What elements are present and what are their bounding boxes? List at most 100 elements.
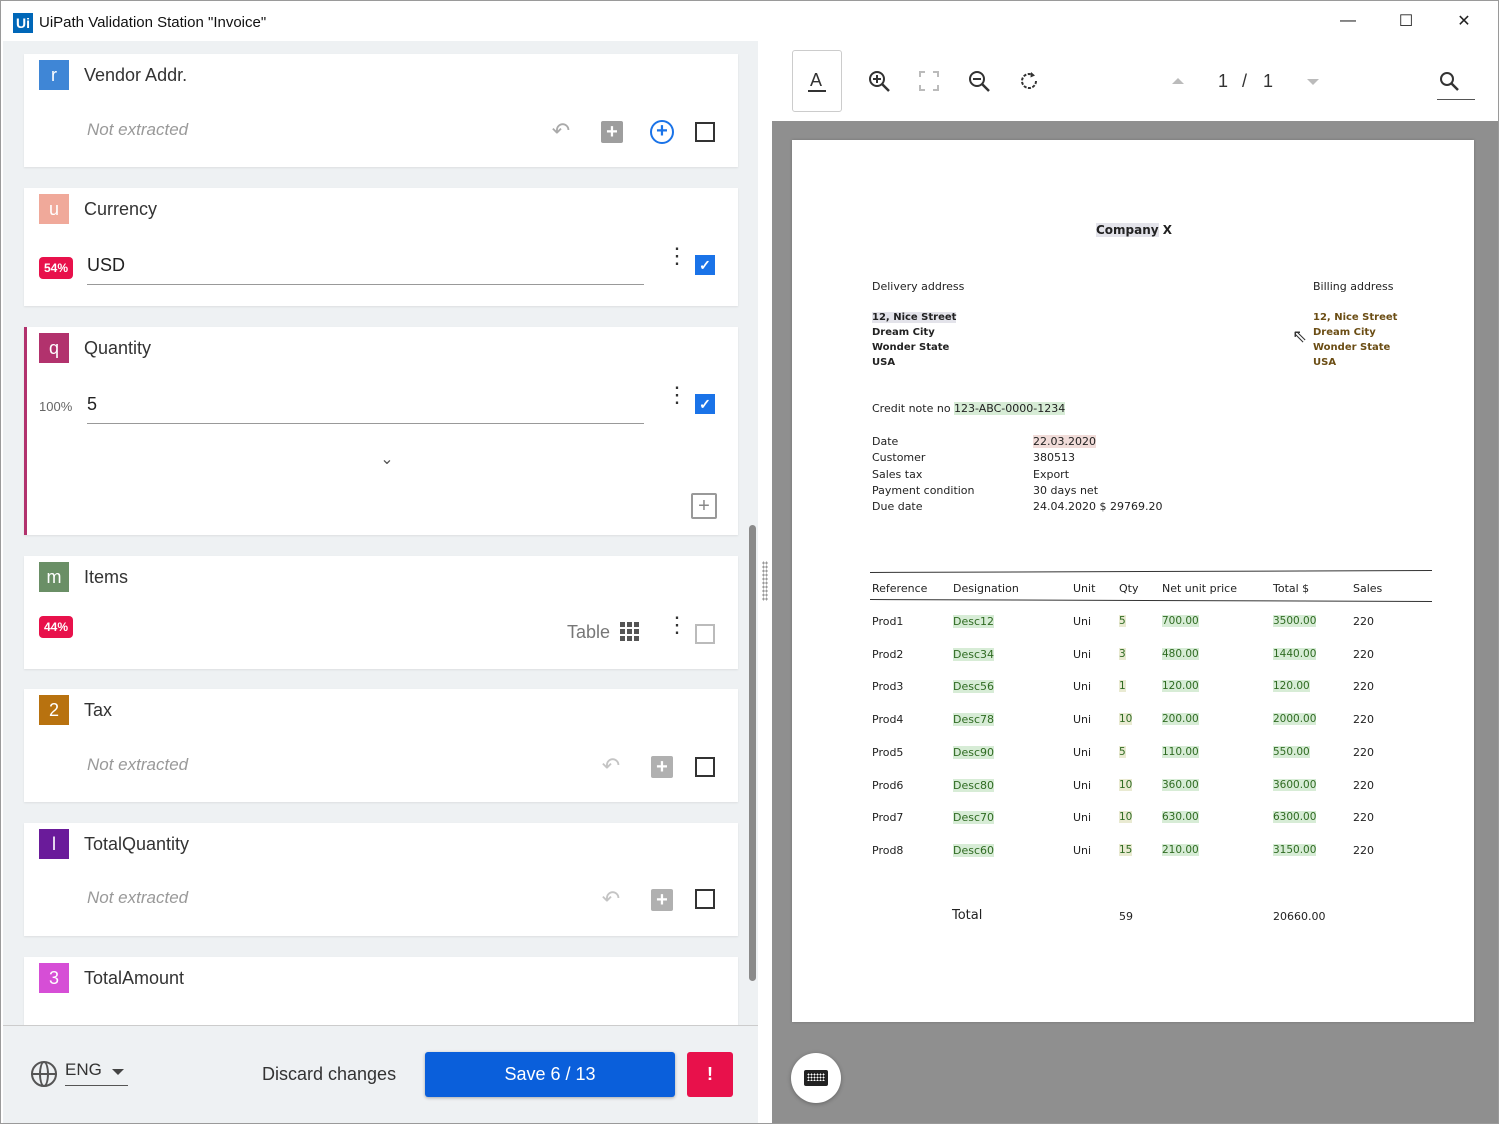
table-cell: 210.00 bbox=[1162, 843, 1199, 856]
table-cell: Uni bbox=[1073, 713, 1092, 727]
rotate-button[interactable] bbox=[1004, 50, 1054, 112]
table-cell: 15 bbox=[1119, 843, 1133, 856]
table-cell: Prod1 bbox=[872, 615, 904, 628]
add-value-icon[interactable]: + bbox=[650, 888, 674, 912]
keyboard-shortcuts-button[interactable] bbox=[791, 1053, 841, 1103]
confirm-checkbox[interactable]: ✓ bbox=[695, 394, 715, 414]
undo-icon[interactable]: ↶ bbox=[601, 886, 621, 911]
table-cell: 700.00 bbox=[1162, 615, 1199, 627]
table-cell: 2000.00 bbox=[1273, 713, 1317, 726]
add-value-icon[interactable]: + bbox=[600, 120, 624, 144]
meta-value: 22.03.2020 bbox=[1033, 435, 1096, 448]
text-select-button[interactable]: A bbox=[792, 50, 842, 112]
table-cell: Desc12 bbox=[953, 615, 995, 628]
field-badge: 3 bbox=[39, 963, 69, 993]
scrollbar-thumb[interactable] bbox=[749, 525, 756, 981]
action-footer: ENG Discard changes Save 6 / 13 ! bbox=[3, 1025, 758, 1123]
add-value-icon[interactable]: + bbox=[650, 755, 674, 779]
meta-label: Due date bbox=[872, 500, 923, 513]
next-page-icon[interactable] bbox=[1307, 79, 1319, 85]
confidence-badge: 44% bbox=[39, 616, 74, 638]
fit-page-button[interactable] bbox=[904, 50, 954, 112]
fields-panel: r Vendor Addr. Not extracted ↶ + + u Cur… bbox=[3, 41, 758, 1123]
page-current: 1 bbox=[1218, 71, 1229, 91]
previous-page-icon[interactable] bbox=[1172, 78, 1184, 84]
table-header-rule bbox=[870, 599, 1432, 602]
table-label: Table bbox=[567, 622, 611, 642]
field-name: Tax bbox=[84, 700, 113, 720]
drag-handle-icon[interactable] bbox=[762, 561, 768, 601]
more-options-icon[interactable]: ⋮ bbox=[666, 243, 688, 268]
field-status: Not extracted bbox=[87, 755, 189, 774]
column-header: Unit bbox=[1073, 582, 1096, 595]
close-button[interactable]: ✕ bbox=[1457, 13, 1471, 30]
rotate-icon bbox=[1021, 72, 1038, 90]
table-cell: Uni bbox=[1073, 615, 1092, 628]
table-cell: 110.00 bbox=[1162, 745, 1199, 758]
table-cell: Prod7 bbox=[872, 811, 904, 825]
field-badge: u bbox=[39, 194, 69, 224]
table-grid-icon[interactable] bbox=[618, 620, 642, 644]
field-card-quantity[interactable]: q Quantity 100% 5 ⋮ ✓ ⌄ + bbox=[24, 327, 738, 535]
add-field-value-icon[interactable]: + bbox=[691, 493, 717, 519]
alert-button[interactable]: ! bbox=[687, 1052, 733, 1097]
field-card-currency[interactable]: u Currency 54% USD ⋮ ✓ bbox=[24, 188, 738, 306]
table-cell: 10 bbox=[1119, 778, 1133, 791]
confirm-checkbox[interactable] bbox=[695, 889, 715, 909]
table-cell: 3500.00 bbox=[1273, 615, 1317, 627]
table-cell: 220 bbox=[1353, 680, 1374, 694]
add-circle-icon[interactable]: + bbox=[648, 118, 676, 146]
undo-icon[interactable]: ↶ bbox=[551, 118, 571, 143]
billing-line: 12, Nice Street bbox=[1313, 312, 1398, 323]
field-name: Quantity bbox=[84, 338, 152, 358]
total-amount: 20660.00 bbox=[1273, 910, 1326, 923]
confirm-checkbox[interactable] bbox=[695, 122, 715, 142]
table-cell: 220 bbox=[1353, 811, 1374, 825]
billing-label: Billing address bbox=[1313, 280, 1394, 293]
table-cell: 220 bbox=[1353, 843, 1374, 857]
field-value-input[interactable]: 5 bbox=[87, 394, 644, 424]
total-quantity: 59 bbox=[1119, 910, 1133, 923]
table-cell: 3 bbox=[1119, 647, 1126, 660]
table-cell: Prod3 bbox=[872, 680, 904, 694]
maximize-button[interactable]: ☐ bbox=[1398, 13, 1414, 30]
table-cell: Prod8 bbox=[872, 843, 904, 857]
table-cell: Uni bbox=[1073, 647, 1092, 661]
fields-list: r Vendor Addr. Not extracted ↶ + + u Cur… bbox=[3, 41, 758, 1025]
document-page[interactable]: Company X Delivery address Billing addre… bbox=[792, 140, 1474, 1022]
undo-icon[interactable]: ↶ bbox=[601, 753, 621, 778]
more-options-icon[interactable]: ⋮ bbox=[666, 382, 688, 407]
meta-label: Customer bbox=[872, 451, 926, 464]
table-cell: Uni bbox=[1073, 843, 1092, 857]
field-card-items[interactable]: m Items 44% Table ⋮ bbox=[24, 556, 738, 669]
more-options-icon[interactable]: ⋮ bbox=[666, 612, 688, 637]
discard-changes-button[interactable]: Discard changes bbox=[262, 1064, 397, 1084]
language-select[interactable]: ENG bbox=[65, 1060, 128, 1086]
zoom-in-icon bbox=[869, 71, 890, 92]
minimize-button[interactable]: — bbox=[1340, 12, 1356, 29]
field-status: Not extracted bbox=[87, 888, 189, 907]
text-select-icon: A bbox=[808, 70, 826, 92]
field-badge: 2 bbox=[39, 695, 69, 725]
confidence-label: 100% bbox=[39, 399, 73, 414]
search-button[interactable] bbox=[1430, 50, 1468, 112]
panel-splitter[interactable] bbox=[758, 41, 772, 1123]
chevron-down-icon[interactable]: ⌄ bbox=[380, 451, 394, 468]
globe-icon bbox=[31, 1061, 57, 1087]
zoom-in-button[interactable] bbox=[854, 50, 904, 112]
confirm-checkbox[interactable] bbox=[695, 624, 715, 644]
field-value-input[interactable]: USD bbox=[87, 255, 644, 285]
table-cell: 220 bbox=[1353, 778, 1374, 792]
field-name: TotalQuantity bbox=[84, 834, 190, 854]
confirm-checkbox[interactable] bbox=[695, 757, 715, 777]
zoom-out-button[interactable] bbox=[954, 50, 1004, 112]
table-cell: 10 bbox=[1119, 713, 1133, 726]
field-card-totalquantity[interactable]: l TotalQuantity Not extracted ↶ + bbox=[24, 823, 738, 936]
field-card-totalamount[interactable]: 3 TotalAmount bbox=[24, 957, 738, 1025]
delivery-line: USA bbox=[872, 357, 896, 368]
table-cell: Prod6 bbox=[872, 778, 904, 792]
field-card-vendor-addr[interactable]: r Vendor Addr. Not extracted ↶ + + bbox=[24, 54, 738, 167]
confirm-checkbox[interactable]: ✓ bbox=[695, 255, 715, 275]
field-card-tax[interactable]: 2 Tax Not extracted ↶ + bbox=[24, 689, 738, 802]
save-button[interactable]: Save 6 / 13 bbox=[425, 1052, 675, 1097]
